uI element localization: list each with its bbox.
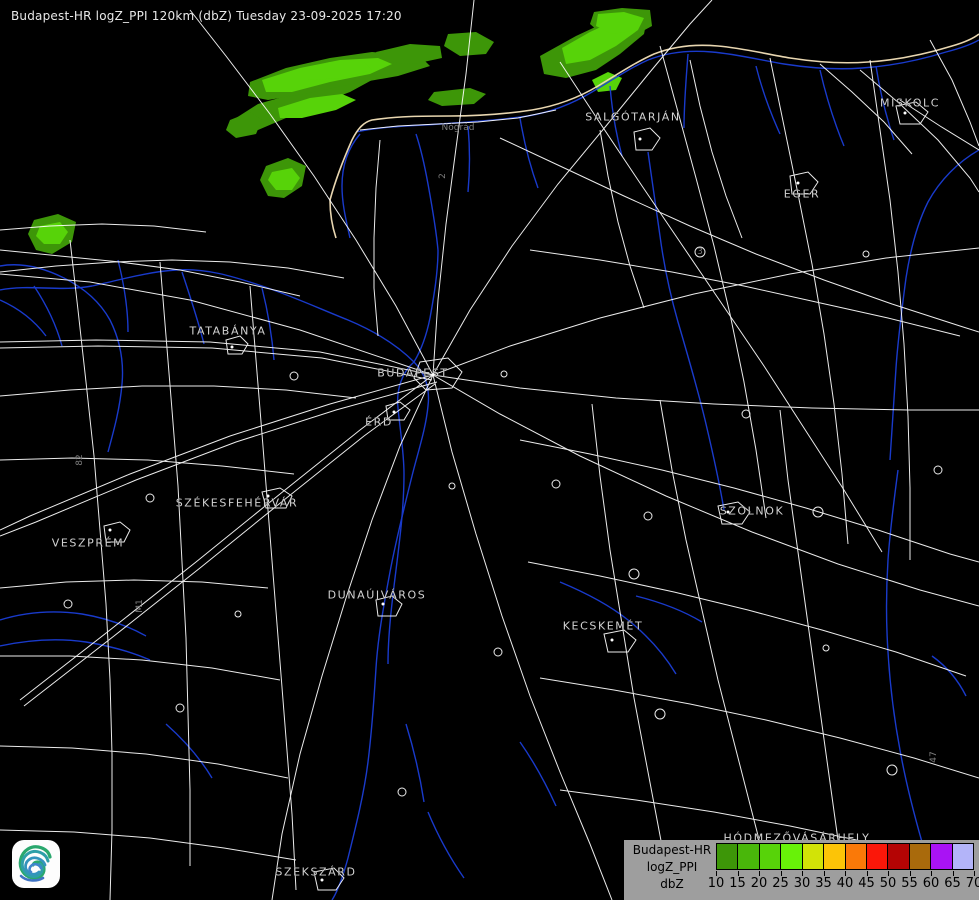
- legend-tick-label: 65: [944, 876, 961, 891]
- city-label: BUDAPEST: [377, 366, 449, 380]
- echo-layer-mid: [36, 12, 644, 244]
- city-marker-dot: [431, 373, 435, 377]
- legend-tick-mark: [952, 871, 954, 876]
- legend-tick-label: 30: [793, 876, 811, 891]
- legend-tick-mark: [888, 871, 889, 876]
- legend-swatch: [888, 844, 910, 869]
- legend-tick-mark: [737, 871, 739, 876]
- legend-tick-label: 70: [965, 876, 979, 891]
- legend-swatch: [931, 844, 953, 869]
- legend-tick-mark: [909, 871, 911, 876]
- map-annotation: 3: [697, 247, 703, 257]
- legend-tick-label: 10: [707, 876, 725, 891]
- legend-tick-mark: [974, 871, 975, 876]
- city-marker-dot: [903, 111, 907, 115]
- map-annotation: Nógrád: [441, 123, 475, 133]
- city-label: DUNAÚJVÁROS: [327, 588, 427, 602]
- city-marker-dot: [726, 510, 730, 514]
- legend-tick-label: 55: [901, 876, 918, 891]
- city-label: SZÉKESFEHÉRVÁR: [175, 496, 299, 510]
- legend-tick-mark: [845, 871, 846, 876]
- city-marker-dot: [610, 638, 614, 642]
- city-marker-dot: [320, 878, 324, 882]
- legend-swatch: [738, 844, 760, 869]
- legend-swatch: [759, 844, 782, 869]
- legend-line-3: dbZ: [660, 877, 684, 891]
- legend-tick-label: 25: [772, 876, 789, 891]
- city-marker-dot: [392, 410, 396, 414]
- map-annotation: 82: [75, 454, 85, 466]
- city-label: EGER: [783, 187, 821, 201]
- legend-swatch: [781, 844, 803, 869]
- legend-line-1: Budapest-HR: [632, 843, 712, 857]
- swirl-icon: [18, 845, 52, 882]
- city-marker-dot: [381, 602, 385, 606]
- city-label: KECSKEMÉT: [562, 619, 644, 633]
- legend-title-block: Budapest-HR logZ_PPI dbZ: [628, 842, 716, 893]
- omsz-swirl-logo[interactable]: [12, 840, 60, 888]
- city-label: ÉRD: [365, 415, 393, 429]
- page-title: Budapest-HR logZ_PPI 120km (dbZ) Tuesday…: [11, 9, 402, 23]
- city-label: VESZPRÉM: [51, 536, 125, 550]
- map-annotation: M1: [135, 599, 145, 613]
- legend-tick-label: 15: [729, 876, 746, 891]
- legend-tick-mark: [780, 871, 782, 876]
- legend-swatch: [952, 844, 974, 869]
- city-label: SZOLNOK: [719, 504, 785, 518]
- legend-swatch: [845, 844, 867, 869]
- legend-tick-label: 35: [815, 876, 832, 891]
- city-marker-dot: [230, 345, 234, 349]
- legend-tick-mark: [716, 871, 717, 876]
- legend-tick-label: 20: [750, 876, 768, 891]
- legend-tick-label: 50: [879, 876, 897, 891]
- legend-tick-mark: [866, 871, 868, 876]
- legend-tick-mark: [802, 871, 803, 876]
- map-annotation: 47: [929, 751, 939, 763]
- city-label: TATABÁNYA: [189, 324, 267, 338]
- country-border-layer: [329, 33, 979, 239]
- legend-tick-labels: 10 15 20 25 30 35 40 45 50 55 60 65 70: [708, 871, 979, 897]
- legend-swatch: [802, 844, 825, 869]
- city-marker-dot: [266, 494, 270, 498]
- city-label: SZEKSZÁRD: [275, 865, 357, 879]
- legend-swatch: [717, 844, 739, 869]
- city-label: SALGÓTARJÁN: [585, 110, 681, 124]
- city-label: MISKOLC: [880, 96, 940, 110]
- map-annotation: 2: [438, 173, 448, 179]
- legend-tick-mark: [931, 871, 932, 876]
- legend-tick-label: 60: [922, 876, 940, 891]
- city-marker-dot: [796, 181, 800, 185]
- legend-tick-label: 45: [858, 876, 875, 891]
- legend-tick-mark: [823, 871, 825, 876]
- legend-tick-mark: [759, 871, 760, 876]
- city-marker-dot: [638, 137, 642, 141]
- legend-line-2: logZ_PPI: [646, 860, 698, 874]
- legend-swatch: [824, 844, 846, 869]
- legend-swatch: [909, 844, 932, 869]
- legend-swatch: [866, 844, 889, 869]
- colorbar-legend[interactable]: Budapest-HR logZ_PPI dbZ 10 15 20 25 30 35 40 4…: [624, 840, 979, 900]
- legend-tick-label: 40: [836, 876, 854, 891]
- legend-color-swatches: [716, 843, 974, 870]
- city-marker-dot: [108, 528, 112, 532]
